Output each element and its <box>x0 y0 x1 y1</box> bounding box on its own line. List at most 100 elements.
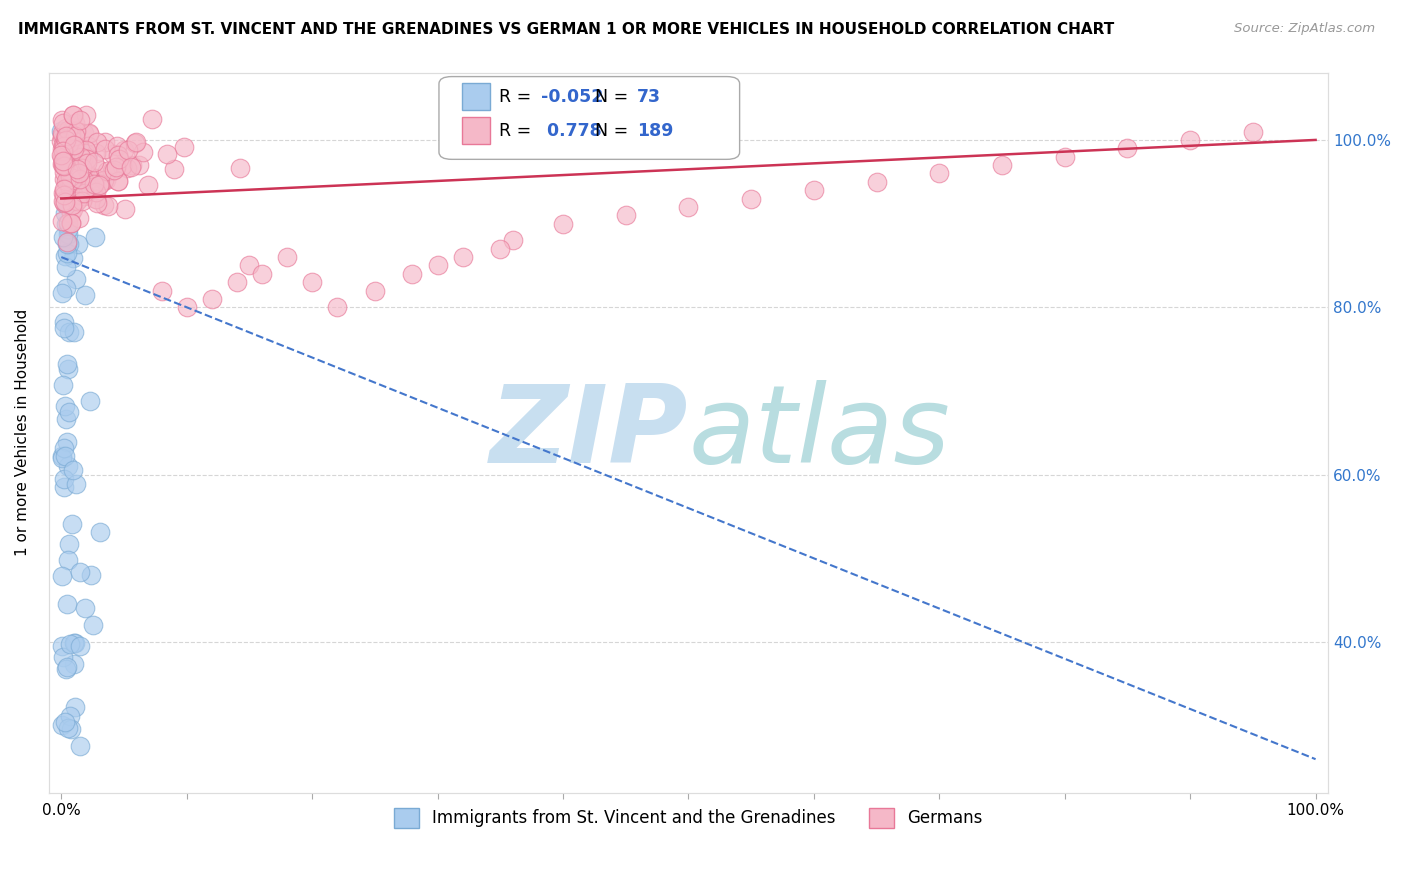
Point <box>56 434 79 449</box>
Point <box>52 116 75 130</box>
Point <box>83 177 105 191</box>
Point <box>79 179 101 194</box>
Point <box>107 148 129 162</box>
Point <box>107 174 129 188</box>
Point <box>63 128 86 143</box>
Point <box>201 292 224 306</box>
Point <box>103 163 125 178</box>
FancyBboxPatch shape <box>463 83 491 111</box>
Point <box>62 163 84 178</box>
Point <box>69 171 91 186</box>
Point <box>63 699 86 714</box>
Point <box>426 259 449 273</box>
Point <box>69 172 91 186</box>
Point <box>115 161 138 175</box>
Point <box>51 134 73 148</box>
Point <box>401 267 423 281</box>
Point <box>51 148 73 162</box>
Point <box>97 199 120 213</box>
Point <box>250 267 273 281</box>
Point <box>66 194 89 209</box>
Point <box>56 221 79 235</box>
Point <box>100 163 122 178</box>
Point <box>117 144 139 158</box>
Point <box>69 739 91 754</box>
Point <box>53 161 76 176</box>
Point <box>58 163 80 178</box>
Point <box>53 132 76 146</box>
Point <box>93 198 115 212</box>
Point <box>69 565 91 579</box>
Point <box>93 173 115 187</box>
Point <box>63 325 86 339</box>
Point <box>69 639 91 653</box>
Point <box>52 442 75 456</box>
Point <box>60 123 83 137</box>
Point <box>58 173 80 187</box>
Point <box>67 211 90 226</box>
Point <box>121 157 143 171</box>
Point <box>72 153 94 167</box>
Point <box>75 179 97 194</box>
Point <box>865 175 887 189</box>
Point <box>59 160 82 174</box>
Point <box>60 145 83 159</box>
Point <box>58 186 80 201</box>
FancyBboxPatch shape <box>463 117 491 145</box>
Point <box>58 237 80 252</box>
Point <box>76 156 98 170</box>
Point <box>60 173 83 187</box>
Text: N =: N = <box>595 121 634 139</box>
Point <box>70 150 93 164</box>
Point <box>55 161 77 176</box>
Point <box>52 194 75 209</box>
Point <box>502 233 524 247</box>
Point <box>82 182 104 196</box>
Point <box>51 129 73 144</box>
Point <box>53 187 76 202</box>
Point <box>53 249 76 263</box>
Point <box>740 192 762 206</box>
Point <box>75 601 97 615</box>
Point <box>120 160 142 174</box>
Point <box>67 187 90 202</box>
Point <box>51 145 73 159</box>
Text: 0.778: 0.778 <box>541 121 602 139</box>
Point <box>65 272 87 286</box>
Point <box>52 158 75 172</box>
Point <box>60 205 83 219</box>
Point <box>173 139 195 153</box>
Point <box>150 284 173 298</box>
Point <box>84 146 107 161</box>
Point <box>52 195 75 210</box>
Point <box>56 357 79 371</box>
Point <box>52 230 75 244</box>
Point <box>69 167 91 181</box>
Point <box>75 287 97 301</box>
Point <box>51 569 73 583</box>
Point <box>62 108 84 122</box>
Point <box>53 156 76 170</box>
Point <box>53 138 76 153</box>
Point <box>55 174 77 188</box>
Point <box>69 156 91 170</box>
Point <box>69 113 91 128</box>
Point <box>59 150 82 164</box>
Point <box>53 182 76 196</box>
Point <box>58 325 80 339</box>
Point <box>52 148 75 162</box>
Point <box>51 113 73 128</box>
FancyBboxPatch shape <box>439 77 740 160</box>
Text: ZIP: ZIP <box>491 380 689 486</box>
Point <box>67 166 90 180</box>
Point <box>132 145 155 159</box>
Point <box>89 177 111 191</box>
Point <box>52 164 75 178</box>
Point <box>59 637 82 651</box>
Point <box>55 217 77 231</box>
Point <box>51 639 73 653</box>
Point <box>75 143 97 157</box>
Point <box>55 133 77 147</box>
Point <box>77 146 100 161</box>
Point <box>124 135 146 149</box>
